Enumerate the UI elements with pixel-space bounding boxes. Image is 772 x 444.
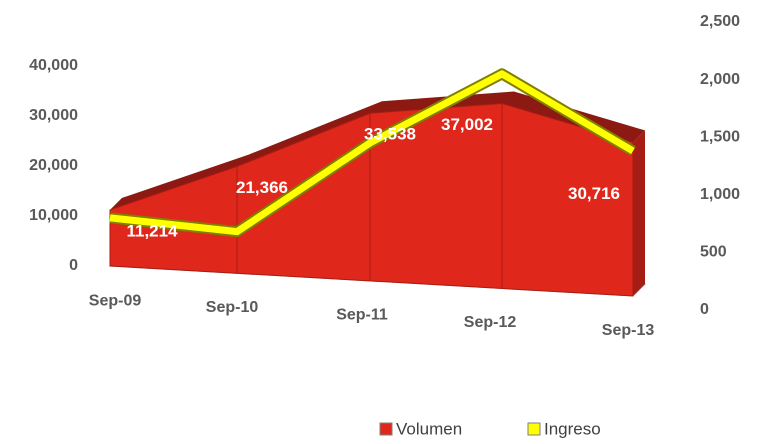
y2-tick-label: 500 [700, 244, 727, 261]
y2-tick-label: 2,500 [700, 13, 740, 30]
x-tick-label: Sep-13 [602, 322, 655, 339]
data-label: 30,716 [568, 184, 620, 203]
area-side [633, 130, 645, 296]
y2-tick-label: 1,000 [700, 186, 740, 203]
legend-swatch [379, 422, 393, 436]
data-label: 21,366 [236, 178, 288, 197]
y2-tick-label: 1,500 [700, 128, 740, 145]
y-tick-label: 0 [69, 257, 78, 274]
legend-label: Volumen [396, 419, 462, 438]
y-tick-label: 20,000 [29, 157, 78, 174]
y-tick-label: 10,000 [29, 207, 78, 224]
data-label: 37,002 [441, 115, 493, 134]
y-tick-label: 40,000 [29, 57, 78, 74]
legend-swatch [527, 422, 541, 436]
x-tick-label: Sep-09 [89, 293, 142, 310]
legend-label: Ingreso [544, 419, 601, 438]
y2-tick-label: 0 [700, 301, 709, 318]
x-tick-label: Sep-10 [206, 299, 259, 316]
x-tick-label: Sep-11 [336, 307, 388, 324]
x-tick-label: Sep-12 [464, 314, 517, 331]
line [109, 70, 635, 236]
y-tick-label: 30,000 [29, 107, 78, 124]
data-label: 11,214 [126, 221, 178, 240]
y2-tick-label: 2,000 [700, 71, 740, 88]
data-label: 33,538 [364, 125, 416, 144]
